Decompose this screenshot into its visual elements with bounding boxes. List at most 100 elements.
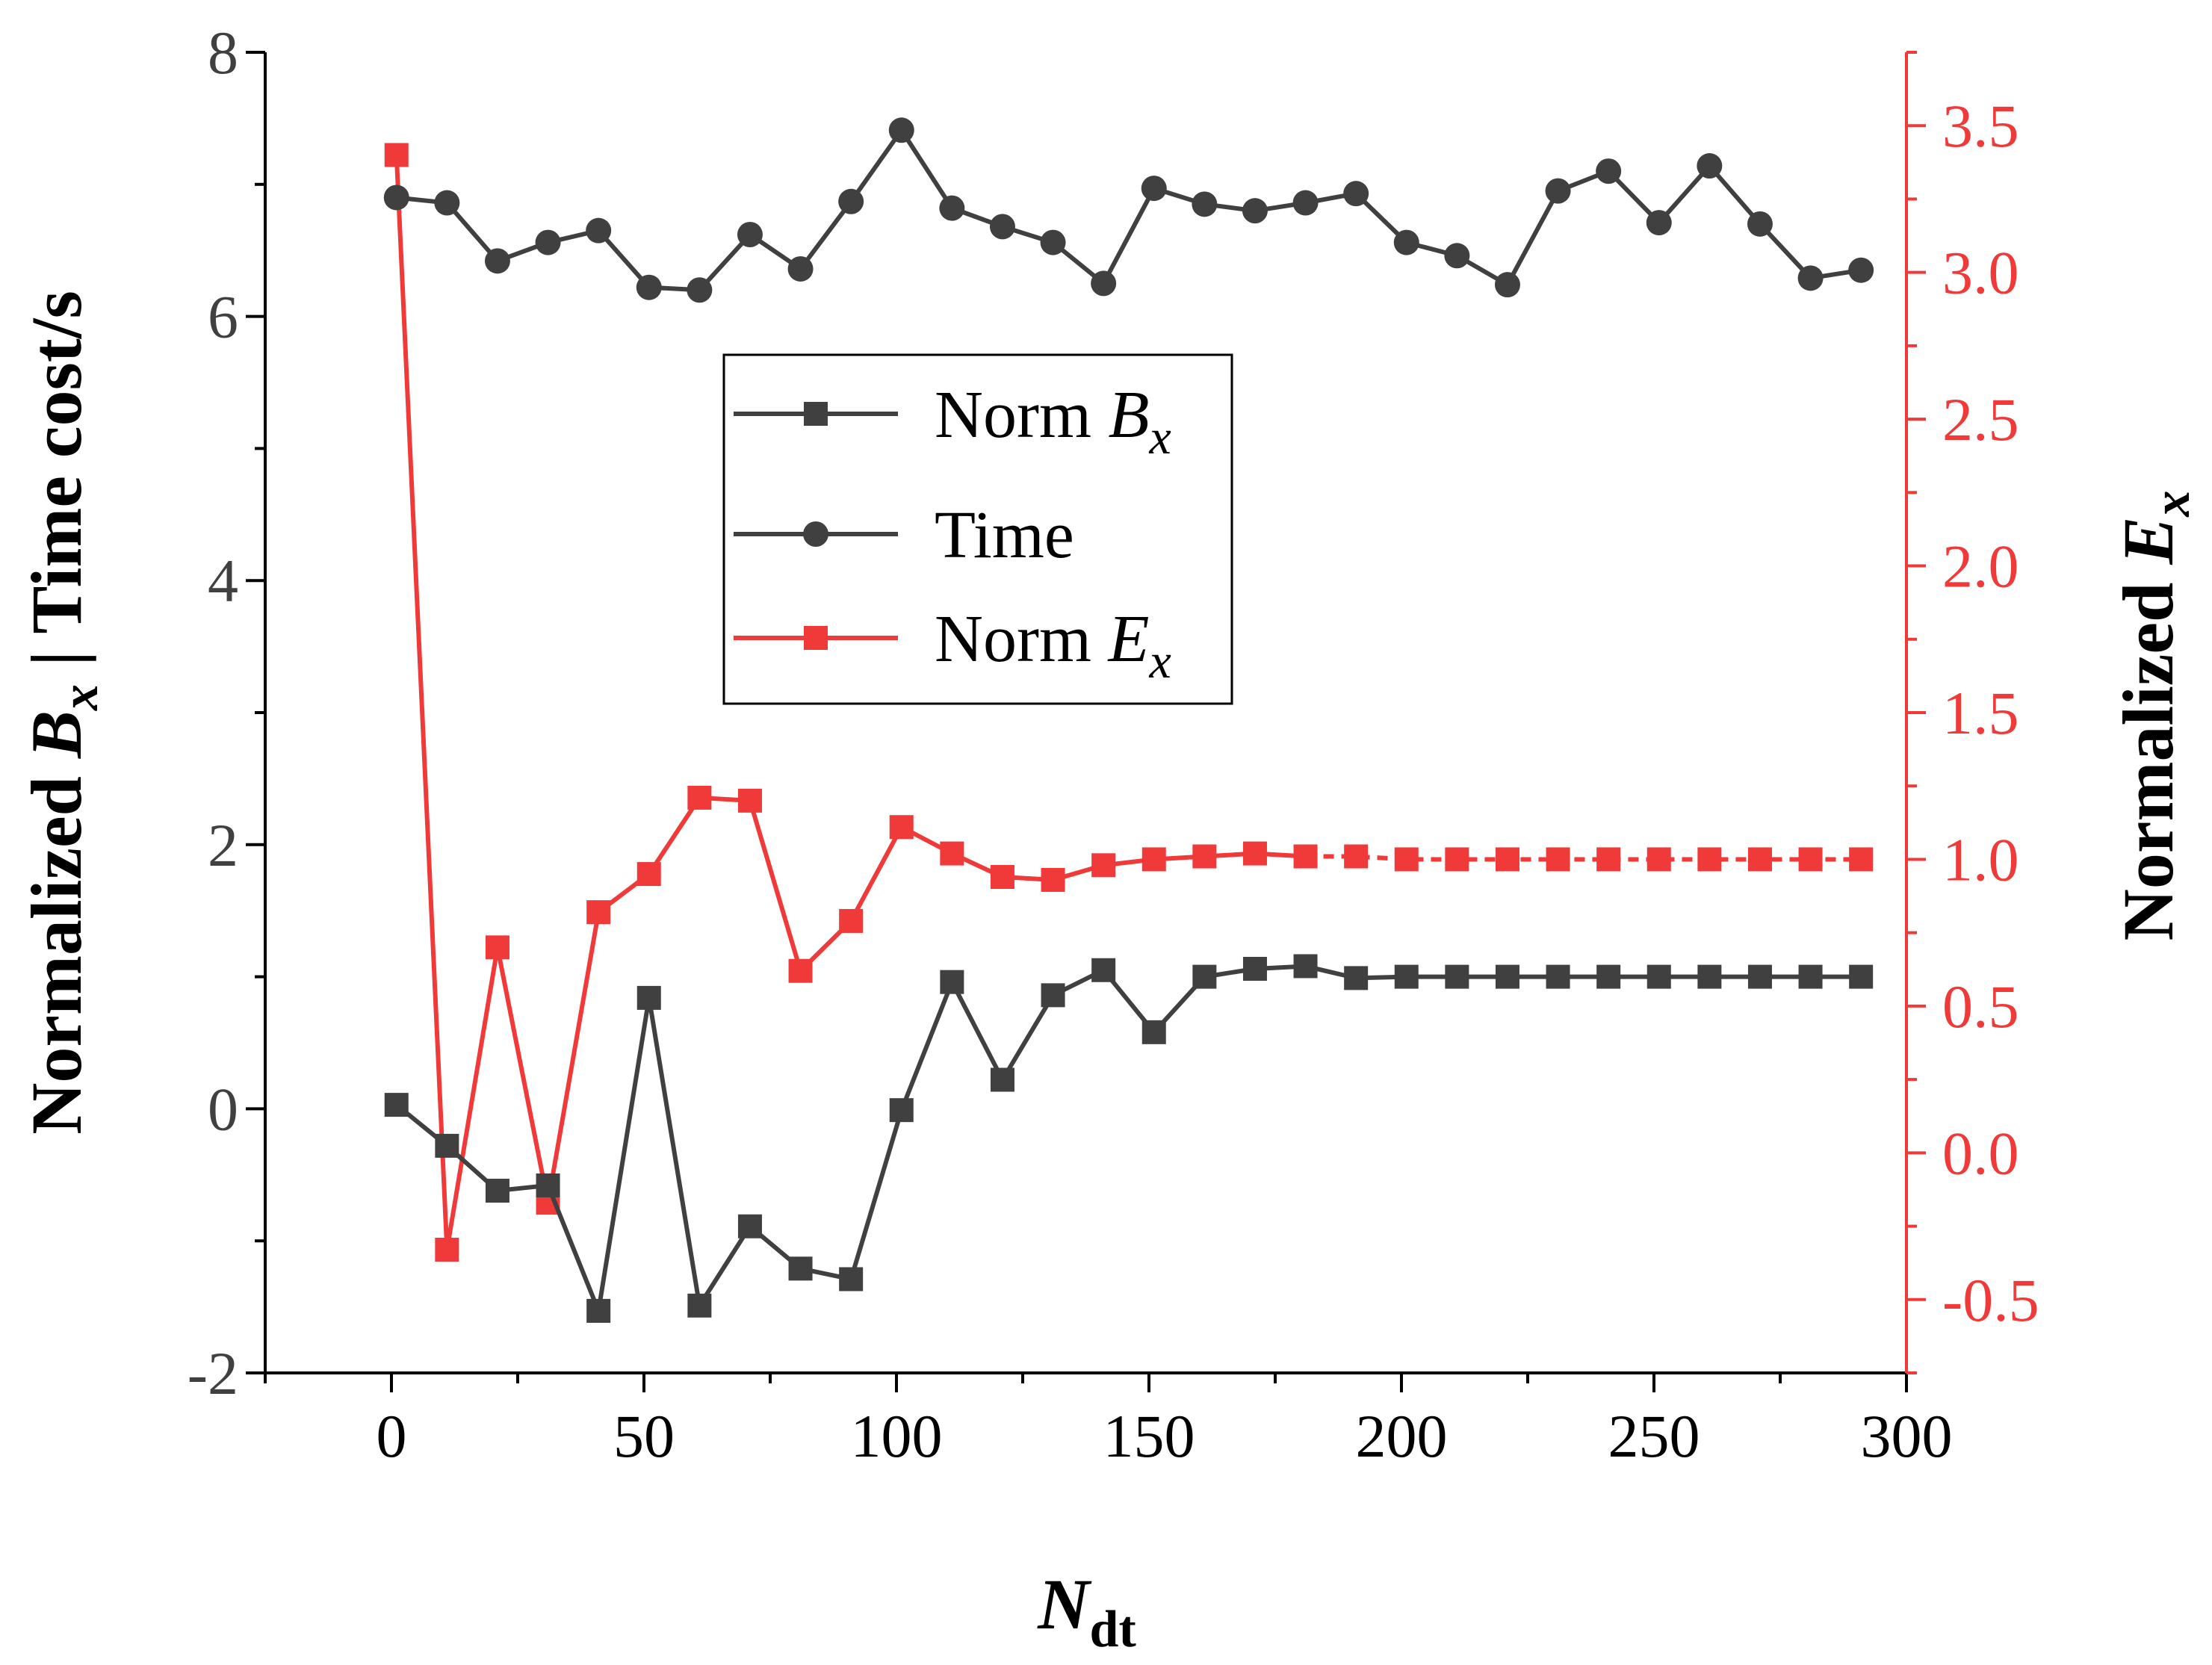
data-point-time	[1292, 190, 1319, 216]
data-point-norm_ex	[435, 1237, 459, 1262]
data-point-norm_bx	[1596, 964, 1621, 989]
legend-label-var: E	[1106, 602, 1149, 676]
data-point-time	[434, 190, 460, 216]
data-point-norm_bx	[384, 1093, 409, 1117]
data-point-norm_bx	[636, 985, 661, 1010]
data-point-time	[586, 217, 612, 244]
legend-label-prefix: Norm	[935, 602, 1108, 676]
y-right-axis-title: Normalized Ex	[2108, 491, 2201, 941]
data-point-norm_ex	[1849, 847, 1874, 872]
data-point-norm_ex	[1798, 847, 1823, 872]
data-point-norm_bx	[788, 1256, 813, 1281]
data-point-norm_ex	[737, 788, 762, 813]
data-point-norm_bx	[435, 1133, 459, 1158]
y-left-title-var: B	[16, 710, 96, 759]
data-point-time	[737, 221, 763, 247]
data-point-norm_ex	[485, 935, 509, 960]
data-point-time	[1040, 229, 1066, 255]
x-tick-label: 100	[851, 1402, 943, 1470]
x-axis-title-var: N	[1037, 1564, 1092, 1644]
data-point-norm_ex	[1394, 847, 1419, 872]
data-point-norm_ex	[788, 958, 813, 983]
data-point-norm_ex	[1546, 847, 1570, 872]
y-right-tick-label: 1.5	[1942, 679, 2019, 747]
data-point-norm_bx	[1041, 983, 1065, 1008]
x-axis-title: Ndt	[1037, 1564, 1136, 1658]
data-point-norm_ex	[384, 143, 409, 167]
data-point-norm_bx	[687, 1293, 712, 1318]
y-left-tick-label: 6	[208, 283, 238, 351]
data-point-norm_bx	[737, 1214, 762, 1238]
data-point-norm_ex	[1344, 844, 1369, 869]
y-left-title-prefix: Normalized	[16, 758, 96, 1135]
y-right-tick-label: 0.5	[1942, 973, 2019, 1041]
y-right-tick-label: 3.5	[1942, 92, 2019, 160]
y-left-tick-label: -2	[188, 1339, 238, 1407]
y-left-tick-label: 2	[208, 811, 238, 879]
data-point-norm_bx	[1091, 958, 1116, 982]
series-line-dashed-norm_ex	[1305, 854, 1862, 862]
data-point-norm_ex	[889, 815, 914, 840]
legend-marker-norm_bx	[804, 402, 828, 426]
data-point-norm_ex	[1141, 847, 1166, 872]
y-right-tick-label: 2.5	[1942, 385, 2019, 453]
data-point-norm_ex	[1697, 847, 1722, 872]
series-time	[383, 117, 1874, 303]
data-point-time	[1141, 176, 1167, 202]
data-point-norm_ex	[1091, 853, 1116, 878]
x-tick-label: 250	[1608, 1402, 1700, 1470]
data-point-norm_bx	[1646, 964, 1671, 989]
data-point-time	[1848, 257, 1874, 283]
data-point-norm_bx	[1293, 954, 1318, 979]
legend-marker-norm_ex	[804, 626, 828, 650]
series-line-norm_bx	[394, 964, 1862, 1313]
data-point-norm_ex	[1041, 867, 1065, 892]
x-tick-label: 0	[377, 1402, 407, 1470]
series-line-time	[396, 128, 1862, 293]
data-point-norm_ex	[1596, 847, 1621, 872]
data-point-time	[1242, 198, 1268, 224]
y-left-title-sub: x	[52, 684, 109, 711]
legend-label-sub: x	[1148, 410, 1171, 465]
data-point-time	[1192, 191, 1218, 217]
legend-label-norm_ex: Norm Ex	[935, 602, 1171, 689]
data-point-norm_bx	[889, 1098, 914, 1123]
data-point-time	[1091, 270, 1117, 297]
y-right-tick-label: -0.5	[1942, 1266, 2039, 1334]
data-point-norm_ex	[1495, 847, 1519, 872]
data-point-norm_bx	[1546, 964, 1570, 989]
data-point-norm_bx	[1849, 964, 1874, 989]
legend-marker-time	[803, 521, 828, 547]
data-point-norm_bx	[1697, 964, 1722, 989]
data-point-norm_ex	[636, 862, 661, 887]
data-point-norm_bx	[1344, 966, 1369, 990]
legend-label-time: Time	[935, 498, 1074, 572]
data-point-time	[1797, 265, 1824, 291]
data-point-norm_bx	[485, 1179, 509, 1203]
legend-label-prefix: Time	[935, 498, 1074, 572]
data-point-time	[687, 277, 713, 303]
y-right-tick-label: 0.0	[1942, 1119, 2019, 1187]
data-point-norm_ex	[1646, 847, 1671, 872]
data-point-norm_bx	[1242, 956, 1267, 981]
y-left-title-suffix: | Time cost/s	[16, 291, 96, 684]
data-point-norm_bx	[1445, 964, 1469, 989]
data-point-time	[1343, 181, 1369, 207]
data-point-norm_ex	[1445, 847, 1469, 872]
data-point-time	[1596, 158, 1622, 185]
y-left-axis-title: Normalized Bx | Time cost/s	[16, 291, 109, 1135]
y-right-title-prefix: Normalized	[2108, 565, 2188, 941]
data-point-time	[636, 274, 662, 300]
legend-label-sub: x	[1148, 634, 1171, 689]
data-point-time	[1444, 243, 1470, 269]
data-point-norm_bx	[1798, 964, 1823, 989]
data-point-time	[383, 185, 409, 211]
data-point-time	[1646, 210, 1672, 236]
legend: Norm Bx Time Norm Ex	[722, 353, 1233, 705]
series-norm_ex	[384, 143, 1874, 1262]
x-tick-label: 50	[613, 1402, 675, 1470]
data-point-time	[838, 188, 864, 214]
y-right-title-var: E	[2108, 517, 2188, 565]
data-point-norm_ex	[1747, 847, 1772, 872]
legend-label-prefix: Norm	[935, 378, 1108, 452]
